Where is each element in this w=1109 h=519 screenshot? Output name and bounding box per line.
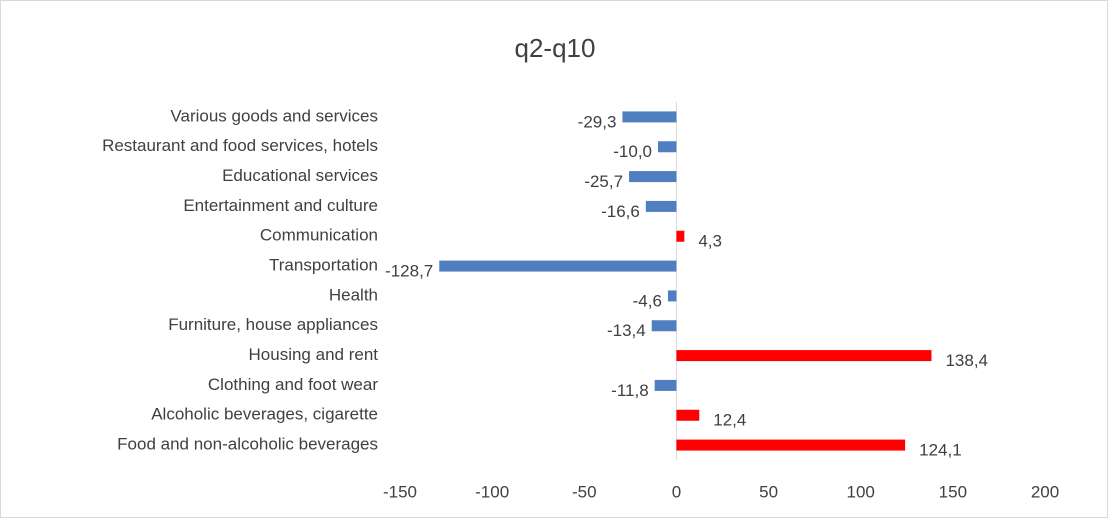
- bar: [667, 290, 677, 302]
- bar: [645, 200, 677, 212]
- bar: [629, 171, 677, 183]
- y-tick-label: Food and non-alcoholic beverages: [117, 435, 378, 454]
- data-label: 4,3: [698, 232, 722, 251]
- data-label: -4,6: [633, 291, 662, 310]
- data-label: -10,0: [613, 142, 652, 161]
- chart-title: q2-q10: [515, 33, 596, 63]
- data-label: -29,3: [578, 112, 617, 131]
- data-label: 124,1: [919, 441, 962, 460]
- y-tick-label: Health: [329, 285, 378, 304]
- data-label: -16,6: [601, 202, 640, 221]
- x-tick-label: -50: [572, 482, 597, 501]
- data-label: -13,4: [607, 321, 646, 340]
- bar: [676, 439, 906, 451]
- y-tick-label: Restaurant and food services, hotels: [102, 136, 378, 155]
- data-label: -11,8: [611, 381, 649, 400]
- bar: [676, 230, 685, 242]
- y-tick-label: Communication: [260, 226, 378, 245]
- y-tick-label: Entertainment and culture: [183, 196, 378, 215]
- bar: [439, 260, 677, 272]
- bar: [654, 379, 677, 391]
- data-label: -25,7: [584, 172, 623, 191]
- bar: [651, 320, 677, 332]
- data-label: 138,4: [945, 351, 988, 370]
- x-tick-label: 50: [759, 482, 778, 501]
- y-tick-label: Alcoholic beverages, cigarette: [151, 405, 378, 424]
- y-tick-label: Transportation: [269, 256, 378, 275]
- x-tick-label: 100: [847, 482, 875, 501]
- y-tick-label: Various goods and services: [170, 106, 378, 125]
- x-tick-label: -150: [383, 482, 417, 501]
- x-tick-label: 0: [672, 482, 681, 501]
- x-tick-label: 200: [1031, 482, 1059, 501]
- bar: [658, 141, 677, 153]
- y-tick-label: Clothing and foot wear: [208, 375, 378, 394]
- bar: [676, 409, 700, 421]
- y-tick-label: Housing and rent: [249, 345, 379, 364]
- x-tick-label: -100: [475, 482, 509, 501]
- y-tick-label: Furniture, house appliances: [168, 315, 378, 334]
- data-label: -128,7: [385, 262, 433, 281]
- bar: [676, 350, 932, 362]
- bar: [622, 111, 677, 123]
- x-tick-label: 150: [939, 482, 967, 501]
- y-tick-label: Educational services: [222, 166, 378, 185]
- data-label: 12,4: [713, 411, 746, 430]
